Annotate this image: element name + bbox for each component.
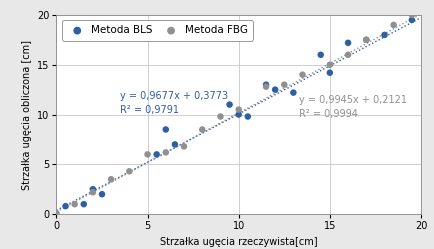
Metoda FBG <box>363 38 370 42</box>
Text: y = 0,9945x + 0,2121
R² = 0,9994: y = 0,9945x + 0,2121 R² = 0,9994 <box>299 95 407 119</box>
Metoda FBG <box>71 202 78 206</box>
Metoda FBG <box>126 169 133 173</box>
Metoda BLS <box>408 18 415 22</box>
Metoda FBG <box>53 211 60 215</box>
Metoda BLS <box>263 83 270 87</box>
Metoda FBG <box>263 85 270 89</box>
Y-axis label: Strzałka ugęcia obliczona [cm]: Strzałka ugęcia obliczona [cm] <box>22 40 32 189</box>
Metoda BLS <box>153 152 160 156</box>
Metoda FBG <box>408 13 415 17</box>
Metoda FBG <box>199 127 206 131</box>
Metoda FBG <box>162 150 169 154</box>
Metoda BLS <box>317 53 324 57</box>
Metoda FBG <box>144 152 151 156</box>
Metoda BLS <box>326 71 333 75</box>
Metoda BLS <box>290 91 297 95</box>
Metoda FBG <box>181 144 187 148</box>
Metoda BLS <box>89 187 96 191</box>
Metoda FBG <box>235 108 242 112</box>
Legend: Metoda BLS, Metoda FBG: Metoda BLS, Metoda FBG <box>62 20 253 41</box>
Metoda BLS <box>345 41 352 45</box>
Metoda BLS <box>363 38 370 42</box>
Metoda BLS <box>162 127 169 131</box>
Metoda BLS <box>381 33 388 37</box>
Metoda FBG <box>281 83 288 87</box>
Metoda BLS <box>235 113 242 117</box>
Metoda BLS <box>272 88 279 92</box>
Metoda BLS <box>99 192 105 196</box>
Metoda BLS <box>80 202 87 206</box>
Metoda BLS <box>244 115 251 119</box>
Metoda FBG <box>89 190 96 194</box>
Metoda FBG <box>217 115 224 119</box>
Metoda BLS <box>62 204 69 208</box>
Text: y = 0,9677x + 0,3773
R² = 0,9791: y = 0,9677x + 0,3773 R² = 0,9791 <box>120 91 228 115</box>
Metoda BLS <box>226 103 233 107</box>
Metoda FBG <box>299 73 306 77</box>
Metoda FBG <box>390 23 397 27</box>
Metoda FBG <box>108 177 115 181</box>
X-axis label: Strzałka ugęcia rzeczywista[cm]: Strzałka ugęcia rzeczywista[cm] <box>160 237 318 247</box>
Metoda FBG <box>345 53 352 57</box>
Metoda FBG <box>326 63 333 67</box>
Metoda BLS <box>171 142 178 146</box>
